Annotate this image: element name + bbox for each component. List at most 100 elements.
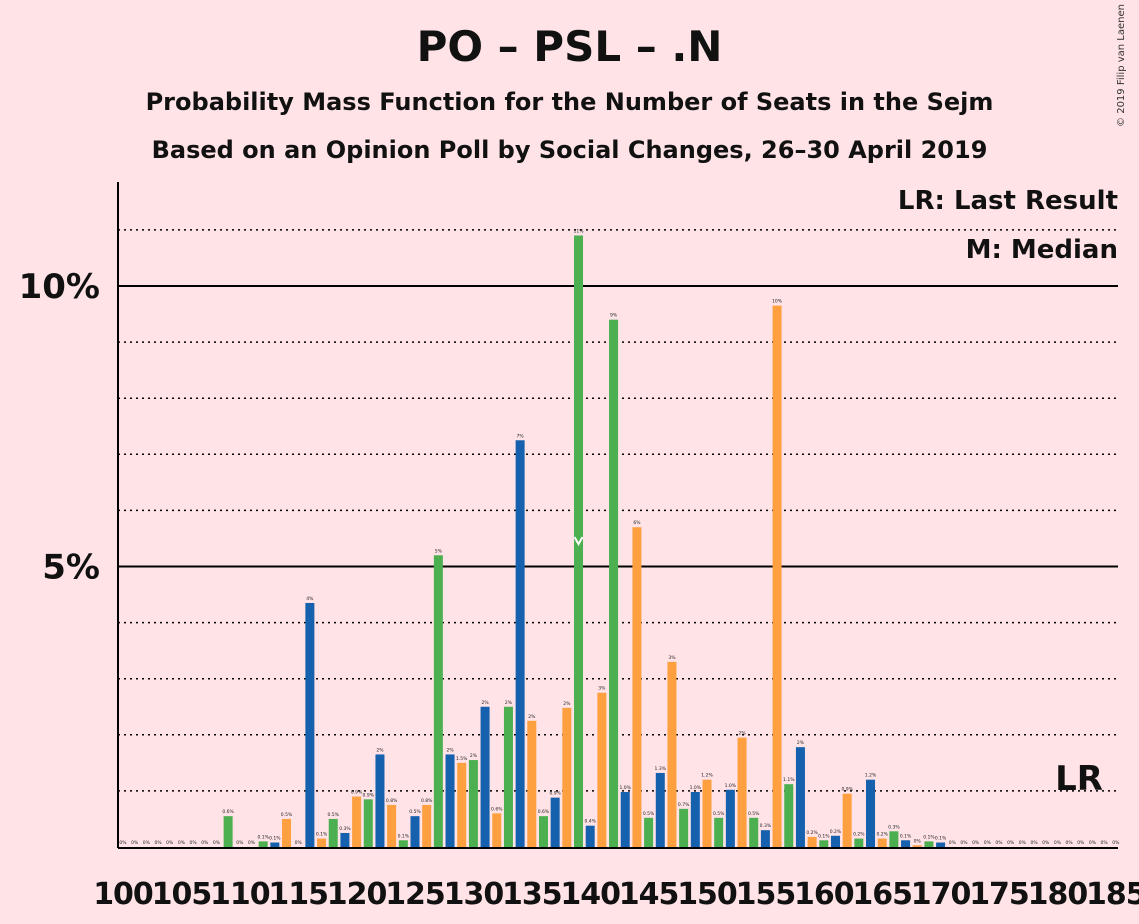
bar-seat-143 (620, 792, 630, 847)
bar-seat-162 (842, 793, 852, 847)
bar-label-seat-111: 0% (248, 840, 256, 846)
bar-label-seat-128: 2% (446, 747, 454, 753)
bar-label-seat-147: 3% (668, 655, 676, 661)
bar-label-seat-145: 0.5% (643, 811, 655, 817)
bar-label-seat-161: 0.2% (830, 829, 842, 835)
bar-seat-147 (667, 661, 677, 847)
x-tick-label: 145 (619, 877, 679, 912)
bar-label-seat-168: 0% (914, 838, 922, 844)
bar-label-seat-136: 0.6% (538, 809, 550, 815)
bar-seat-136 (538, 816, 548, 847)
bar-label-seat-150: 1.2% (701, 773, 713, 779)
bar-label-seat-184: 0% (1101, 840, 1109, 846)
x-tick-label: 125 (385, 877, 445, 912)
bar-label-seat-114: 0.5% (281, 812, 293, 818)
bar-label-seat-158: 2% (797, 740, 805, 746)
bar-seat-122 (375, 754, 385, 847)
bar-label-seat-137: 0.9% (549, 791, 561, 797)
bar-seat-169 (924, 841, 934, 847)
bar-seat-164 (866, 779, 876, 847)
median-marker (573, 536, 584, 547)
x-tick-label: 160 (794, 877, 854, 912)
bar-label-seat-155: 0.3% (760, 823, 772, 829)
x-tick-label: 130 (444, 877, 504, 912)
y-tick-label: 10% (19, 267, 100, 307)
bar-seat-119 (340, 832, 350, 847)
bar-label-seat-167: 0.1% (900, 833, 912, 839)
bar-label-seat-170: 0.1% (935, 836, 947, 842)
bar-seat-152 (725, 789, 735, 847)
bar-label-seat-174: 0% (984, 840, 992, 846)
bar-seat-163 (854, 838, 864, 847)
bar-label-seat-149: 1.0% (690, 785, 702, 791)
bar-seat-156 (772, 305, 782, 847)
bar-label-seat-140: 0.4% (584, 819, 596, 825)
bar-label-seat-124: 0.1% (398, 833, 410, 839)
x-tick-label: 185 (1086, 877, 1139, 912)
bar-series (223, 235, 946, 847)
bar-label-seat-160: 0.1% (818, 833, 830, 839)
bar-label-seat-181: 0% (1066, 840, 1074, 846)
bar-seat-160 (819, 840, 829, 847)
bar-label-seat-157: 1.1% (783, 777, 795, 783)
bar-seat-145 (644, 817, 654, 847)
bar-label-seat-107: 0% (201, 840, 209, 846)
bar-seat-124 (398, 840, 408, 847)
x-tick-label: 140 (560, 877, 620, 912)
bar-label-seat-135: 2% (528, 714, 536, 720)
x-tick-label: 170 (911, 877, 971, 912)
bar-label-seat-159: 0.2% (806, 830, 818, 836)
bar-label-seat-165: 0.2% (876, 832, 888, 838)
bar-label-seat-121: 0.9% (363, 792, 375, 798)
bar-seat-130 (468, 760, 478, 847)
bar-label-seat-144: 6% (633, 520, 641, 526)
bar-seat-166 (889, 831, 899, 847)
bar-label-seat-185: 0% (1112, 840, 1120, 846)
bar-seat-168 (912, 845, 922, 847)
x-tick-label: 105 (152, 877, 212, 912)
bar-label-seat-130: 2% (470, 753, 478, 759)
bar-seat-121 (363, 799, 373, 847)
bar-label-seat-129: 1.5% (456, 756, 468, 762)
bar-seat-165 (877, 838, 887, 847)
bar-seat-138 (562, 707, 572, 847)
x-tick-label: 180 (1028, 877, 1088, 912)
bar-label-seat-123: 0.8% (386, 798, 398, 804)
y-tick-label: 5% (42, 548, 100, 588)
bar-seat-134 (515, 440, 525, 847)
bar-label-seat-180: 0% (1054, 840, 1062, 846)
bar-seat-126 (422, 804, 432, 847)
bar-label-seat-175: 0% (995, 840, 1003, 846)
bar-label-seat-154: 0.5% (748, 811, 760, 817)
bar-label-seat-115: 0% (295, 840, 303, 846)
bar-seat-155 (760, 830, 770, 847)
bar-seat-109 (223, 816, 233, 847)
bar-label-seat-118: 0.5% (328, 812, 340, 818)
bar-seat-131 (480, 706, 490, 847)
bar-label-seat-164: 1.2% (865, 773, 877, 779)
bar-label-seat-103: 0% (154, 840, 162, 846)
bar-label-seat-122: 2% (376, 747, 384, 753)
bar-seat-161 (830, 835, 840, 847)
legend-last-result: LR: Last Result (898, 186, 1118, 216)
bar-seat-125 (410, 816, 420, 847)
bar-seat-117 (317, 838, 327, 847)
bar-label-seat-112: 0.1% (257, 834, 269, 840)
bar-seat-159 (807, 836, 817, 847)
bar-label-seat-169: 0.1% (923, 834, 935, 840)
bar-label-seat-139: 11% (574, 229, 585, 235)
bar-seat-157 (784, 784, 794, 847)
bar-label-seat-153: 2% (738, 731, 746, 737)
bar-label-seat-105: 0% (178, 840, 186, 846)
bar-label-seat-101: 0% (131, 840, 139, 846)
bar-seat-129 (457, 762, 467, 847)
bar-label-seat-148: 0.7% (678, 802, 690, 808)
chart-title: PO – PSL – .N (416, 22, 723, 71)
bar-label-seat-177: 0% (1019, 840, 1027, 846)
bar-seat-146 (655, 772, 665, 847)
x-tick-label: 100 (93, 877, 153, 912)
bar-seat-158 (795, 747, 805, 847)
bar-label-seat-172: 0% (960, 840, 968, 846)
bar-seat-112 (258, 841, 268, 847)
bar-label-seat-102: 0% (143, 840, 151, 846)
